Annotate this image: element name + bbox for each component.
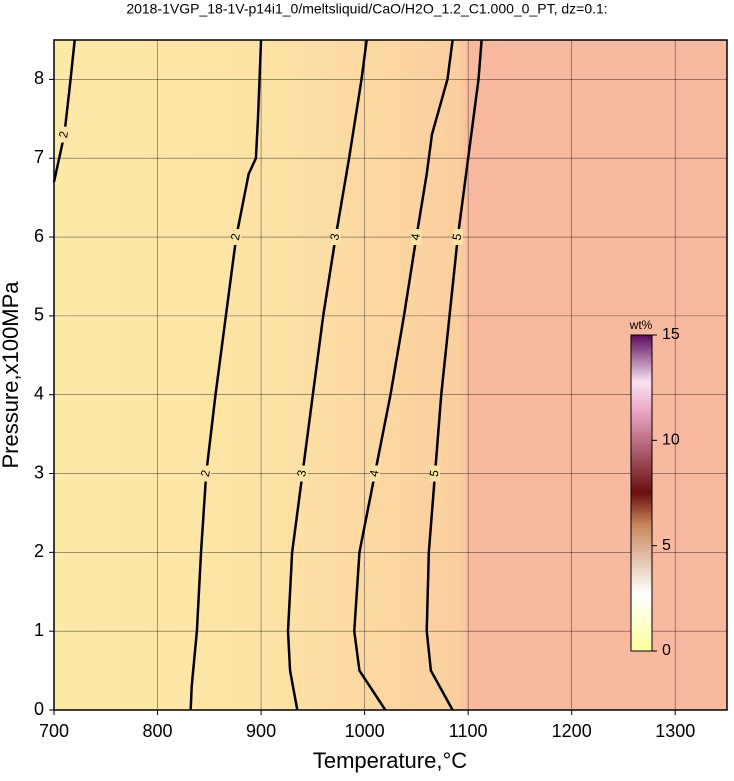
x-tick-label: 700 [39,721,69,741]
x-tick-label: 800 [143,721,173,741]
colorbar-label: wt% [629,318,653,332]
contour-label-bg [452,229,463,246]
x-tick-label: 1300 [655,721,695,741]
contour-label-bg [369,465,380,482]
colorbar-tick-label: 0 [662,642,671,659]
contour-label-bg [59,126,70,143]
contour-label-bg [411,229,422,246]
colorbar-tick-label: 5 [662,537,671,554]
y-tick-label: 8 [34,68,44,88]
contour-line [52,39,76,183]
x-axis-label: Temperature,°C [313,748,467,773]
y-tick-label: 5 [34,305,44,325]
contour-line [286,39,368,711]
colorbar-tick-label: 15 [662,326,680,343]
contour-label-bg [330,229,341,246]
contour-label: 2 [228,232,243,241]
chart-title: 2018-1VGP_18-1V-p14i1_0/meltsliquid/CaO/… [126,1,607,17]
contour-label: 5 [450,232,465,241]
y-tick-label: 3 [34,462,44,482]
x-tick-label: 1100 [449,721,488,741]
contour-label: 4 [367,469,382,478]
plot-area [54,40,727,710]
contour-label-bg [201,465,212,482]
y-tick-label: 2 [34,541,44,561]
contour-line [425,39,483,711]
contour-label-bg [297,465,308,482]
y-axis-label: Pressure,x100MPa [0,281,23,469]
y-tick-label: 0 [34,699,44,719]
y-tick-label: 4 [34,383,44,403]
colorbar [630,334,653,652]
colorbar-tick-label: 10 [662,432,680,449]
contour-label: 2 [198,469,213,478]
y-tick-label: 7 [34,147,44,167]
contour-label: 4 [408,232,423,241]
x-tick-label: 900 [246,721,276,741]
plot-layer: 2 2 2 3 3 4 4 5 5 [52,39,727,711]
contour-label: 3 [294,469,309,478]
contour-line [353,39,454,711]
contour-label-bg [430,465,441,482]
x-tick-label: 1200 [552,721,592,741]
contour-label: 3 [327,232,342,241]
contour-label: 2 [56,130,71,139]
contour-label-bg [231,229,242,246]
plot-frame [53,39,728,711]
contour-label: 5 [427,469,442,478]
y-tick-label: 6 [34,226,44,246]
x-tick-label: 1000 [345,721,385,741]
y-tick-label: 1 [34,620,44,640]
contour-line [189,39,263,711]
